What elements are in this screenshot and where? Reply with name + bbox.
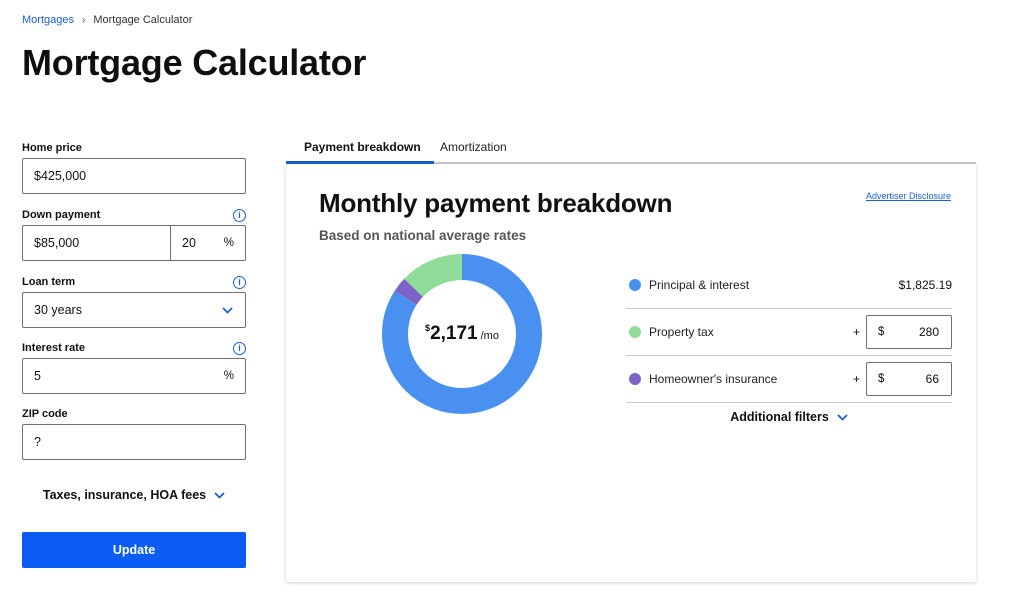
chevron-right-icon: ›: [81, 14, 86, 26]
interest-rate-value: 5: [34, 369, 41, 383]
interest-rate-input[interactable]: 5 %: [22, 358, 246, 394]
chevron-down-icon: [837, 410, 848, 424]
tab-amortization[interactable]: Amortization: [440, 140, 507, 154]
loan-term-value: 30 years: [34, 303, 82, 317]
card-title: Monthly payment breakdown: [319, 188, 673, 218]
donut-currency: $: [425, 323, 431, 333]
tab-payment-breakdown[interactable]: Payment breakdown: [304, 140, 421, 154]
info-icon[interactable]: i: [233, 208, 246, 222]
breadcrumb-current: Mortgage Calculator: [93, 14, 193, 26]
legend-dot-insurance: [629, 373, 641, 385]
donut-per: /mo: [480, 330, 499, 342]
additional-filters-toggle[interactable]: Additional filters: [626, 410, 952, 424]
insurance-value: 66: [925, 372, 939, 386]
legend-dot-principal: [629, 279, 641, 291]
zip-code-field: ZIP code ?: [22, 406, 246, 460]
info-icon[interactable]: i: [233, 341, 246, 355]
card-subtitle: Based on national average rates: [319, 228, 527, 243]
insurance-input[interactable]: $ 66: [866, 362, 952, 396]
loan-term-select[interactable]: 30 years: [22, 292, 246, 328]
zip-code-value: ?: [34, 435, 41, 449]
down-payment-label: Down payment: [22, 209, 101, 221]
breadcrumb-link-mortgages[interactable]: Mortgages: [22, 14, 74, 26]
loan-term-label: Loan term: [22, 276, 76, 288]
percent-suffix: %: [223, 237, 234, 249]
loan-term-field: Loan term i 30 years: [22, 274, 246, 328]
currency-symbol: $: [878, 373, 885, 385]
donut-total: $2,171 /mo: [382, 254, 542, 414]
interest-rate-label: Interest rate: [22, 342, 85, 354]
zip-code-input[interactable]: ?: [22, 424, 246, 460]
plus-sign: +: [852, 325, 860, 339]
breakdown-row-insurance: Homeowner's insurance + $ 66: [626, 356, 952, 403]
down-payment-amount: $85,000: [34, 236, 80, 250]
interest-rate-field: Interest rate i 5 %: [22, 340, 246, 394]
legend-dot-property-tax: [629, 326, 641, 338]
update-button[interactable]: Update: [22, 532, 246, 568]
zip-code-label: ZIP code: [22, 408, 68, 420]
breadcrumb: Mortgages › Mortgage Calculator: [22, 14, 192, 26]
chevron-down-icon: [220, 305, 234, 315]
breakdown-row-principal: Principal & interest $1,825.19: [626, 262, 952, 309]
chevron-down-icon: [214, 488, 225, 502]
page-title: Mortgage Calculator: [22, 42, 367, 83]
plus-sign: +: [852, 372, 860, 386]
info-icon[interactable]: i: [233, 275, 246, 289]
breakdown-list: Principal & interest $1,825.19 Property …: [626, 262, 952, 403]
payment-breakdown-card: Monthly payment breakdown Based on natio…: [286, 164, 976, 582]
home-price-value: $425,000: [34, 169, 87, 183]
principal-label: Principal & interest: [649, 278, 750, 292]
active-tab-indicator: [286, 161, 434, 164]
donut-amount: 2,171: [430, 323, 478, 344]
taxes-insurance-label: Taxes, insurance, HOA fees: [42, 488, 207, 502]
property-tax-label: Property tax: [649, 325, 714, 339]
home-price-input[interactable]: $425,000: [22, 158, 246, 194]
insurance-label: Homeowner's insurance: [649, 372, 778, 386]
property-tax-value: 280: [918, 325, 939, 339]
home-price-label: Home price: [22, 142, 82, 154]
principal-value: $1,825.19: [898, 278, 952, 292]
taxes-insurance-toggle[interactable]: Taxes, insurance, HOA fees: [22, 488, 246, 502]
donut-svg: [382, 254, 542, 414]
down-payment-percent: 20: [182, 236, 196, 250]
advertiser-disclosure-link[interactable]: Advertiser Disclosure: [865, 191, 951, 201]
down-payment-amount-input[interactable]: $85,000: [23, 226, 171, 260]
home-price-field: Home price $425,000: [22, 140, 246, 194]
down-payment-percent-input[interactable]: 20 %: [171, 226, 245, 260]
down-payment-field: Down payment i $85,000 20 %: [22, 207, 246, 261]
currency-symbol: $: [878, 326, 885, 338]
percent-suffix: %: [223, 370, 234, 382]
breakdown-row-property-tax: Property tax + $ 280: [626, 309, 952, 356]
additional-filters-label: Additional filters: [730, 410, 829, 424]
property-tax-input[interactable]: $ 280: [866, 315, 952, 349]
down-payment-inputs: $85,000 20 %: [22, 225, 246, 261]
donut-slice-property-tax: [382, 254, 542, 414]
tab-bar: Payment breakdown Amortization: [286, 134, 976, 164]
payment-donut-chart: $2,171 /mo: [382, 254, 542, 414]
